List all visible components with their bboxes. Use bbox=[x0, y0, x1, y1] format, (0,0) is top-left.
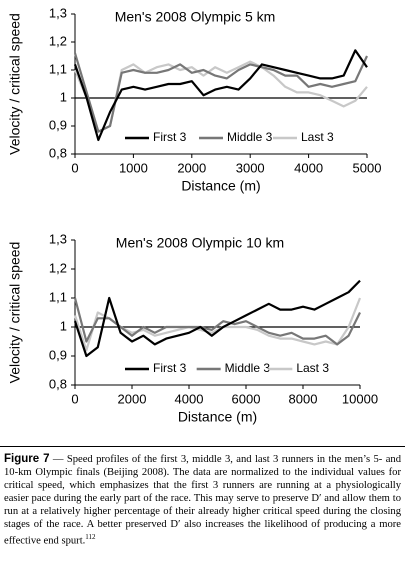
x-tick-label: 10000 bbox=[342, 391, 378, 406]
y-axis-label: Velocity / critical speed bbox=[7, 242, 23, 384]
legend-label: Last 3 bbox=[301, 130, 334, 144]
series-line bbox=[73, 279, 361, 358]
x-axis-label: Distance (m) bbox=[181, 178, 260, 194]
legend-label: First 3 bbox=[153, 361, 187, 375]
series-line bbox=[73, 52, 368, 133]
x-tick-label: 6000 bbox=[232, 391, 261, 406]
y-tick-label: 0,9 bbox=[49, 347, 67, 362]
y-tick-label: 0,8 bbox=[49, 145, 67, 160]
x-tick-label: 5000 bbox=[353, 160, 382, 175]
legend-label: Middle 3 bbox=[227, 130, 273, 144]
y-tick-label: 1 bbox=[60, 318, 67, 333]
series-line bbox=[73, 49, 368, 142]
y-axis-label: Velocity / critical speed bbox=[7, 13, 23, 155]
x-tick-label: 1000 bbox=[119, 160, 148, 175]
caption-label: Figure 7 bbox=[4, 453, 50, 465]
y-tick-label: 1,2 bbox=[49, 33, 67, 48]
y-tick-label: 1 bbox=[60, 89, 67, 104]
x-tick-label: 3000 bbox=[236, 160, 265, 175]
y-tick-label: 1,3 bbox=[49, 231, 67, 246]
caption: Figure 7 — Speed profiles of the first 3… bbox=[0, 446, 405, 549]
x-tick-label: 2000 bbox=[177, 160, 206, 175]
x-tick-label: 4000 bbox=[175, 391, 204, 406]
y-tick-label: 1,3 bbox=[49, 5, 67, 20]
chart-title: Men's 2008 Olympic 10 km bbox=[116, 235, 284, 251]
y-tick-label: 1,2 bbox=[49, 260, 67, 275]
legend-label: Last 3 bbox=[296, 361, 329, 375]
y-tick-label: 0,9 bbox=[49, 117, 67, 132]
x-tick-label: 0 bbox=[71, 160, 78, 175]
x-tick-label: 4000 bbox=[294, 160, 323, 175]
chart-title: Men's 2008 Olympic 5 km bbox=[115, 9, 276, 25]
y-tick-label: 0,8 bbox=[49, 376, 67, 391]
caption-reference: 112 bbox=[85, 533, 96, 542]
series-line bbox=[73, 297, 361, 346]
legend-label: First 3 bbox=[153, 130, 187, 144]
x-tick-label: 8000 bbox=[289, 391, 318, 406]
x-tick-label: 0 bbox=[71, 391, 78, 406]
series-line bbox=[73, 60, 368, 133]
caption-text: — Speed profiles of the first 3, middle … bbox=[4, 454, 401, 547]
figure: Men's 2008 Olympic 5 km Velocity / critic… bbox=[7, 5, 382, 425]
legend-label: Middle 3 bbox=[225, 361, 271, 375]
y-tick-label: 1,1 bbox=[49, 289, 67, 304]
x-tick-label: 2000 bbox=[118, 391, 147, 406]
x-axis-label: Distance (m) bbox=[178, 409, 257, 425]
y-tick-label: 1,1 bbox=[49, 61, 67, 76]
